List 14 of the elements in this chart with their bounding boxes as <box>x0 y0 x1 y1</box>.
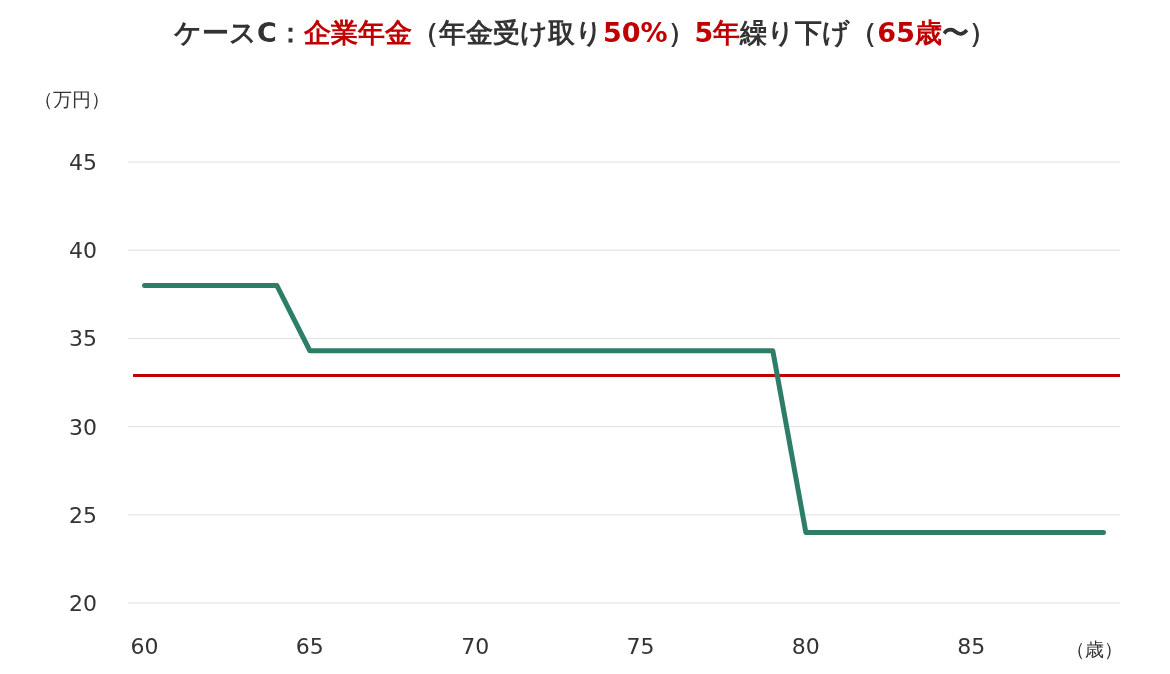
x-tick-label: 65 <box>295 634 324 659</box>
y-tick-label: 40 <box>69 238 97 264</box>
x-axis-title: （歳） <box>1065 638 1123 660</box>
x-tick-label: 75 <box>626 634 655 659</box>
x-tick-label: 60 <box>130 634 159 659</box>
x-tick-label: 80 <box>791 634 820 659</box>
y-tick-label: 25 <box>69 502 97 528</box>
x-tick-label: 70 <box>461 634 490 659</box>
y-tick-label: 45 <box>69 150 97 175</box>
y-tick-label: 30 <box>69 414 97 440</box>
y-tick-label: 35 <box>69 326 97 352</box>
x-tick-label: 85 <box>957 634 986 659</box>
y-axis-title: （万円） <box>34 88 110 110</box>
y-tick-label: 20 <box>69 591 97 616</box>
